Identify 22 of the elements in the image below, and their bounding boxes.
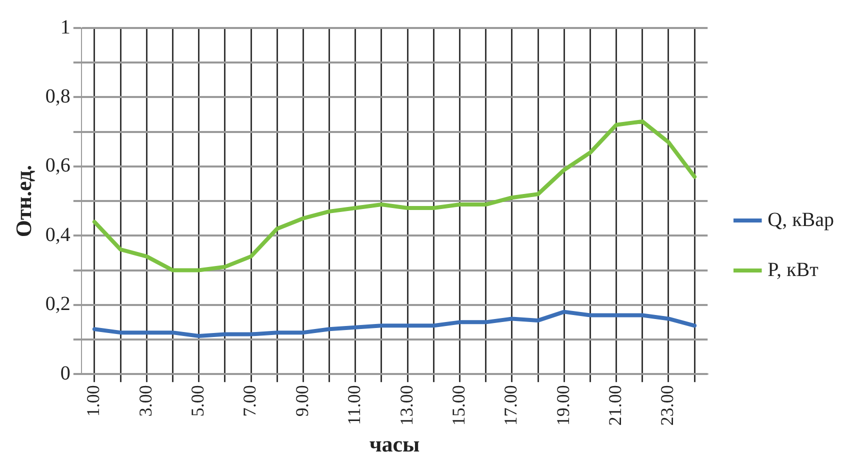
x-tick-label: 11.00 <box>344 385 364 425</box>
x-tick-label: 19.00 <box>552 385 573 426</box>
y-tick-label: 1 <box>60 16 70 38</box>
legend-label: P, кВт <box>768 258 819 281</box>
x-axis-title: часы <box>369 431 420 456</box>
y-tick-label: 0,6 <box>45 154 70 177</box>
x-tick-label: 21.00 <box>605 385 626 426</box>
x-tick-label: 5.00 <box>188 385 208 417</box>
x-tick-label: 23.00 <box>657 385 678 426</box>
y-tick-label: 0,4 <box>45 224 70 246</box>
y-tick-label: 0 <box>60 362 70 384</box>
legend-label: Q, кВар <box>768 208 834 231</box>
x-tick-label: 15.00 <box>448 385 468 426</box>
x-tick-label: 9.00 <box>292 385 312 417</box>
y-tick-label: 0,8 <box>45 85 70 108</box>
x-tick-label: 3.00 <box>135 385 156 417</box>
y-tick-label: 0,2 <box>45 293 70 316</box>
x-tick-label: 7.00 <box>240 385 260 417</box>
y-axis-title: Отн.ед. <box>10 164 36 238</box>
x-tick-label: 13.00 <box>396 385 416 426</box>
x-tick-label: 17.00 <box>500 385 521 426</box>
x-tick-label: 1.00 <box>83 385 104 417</box>
